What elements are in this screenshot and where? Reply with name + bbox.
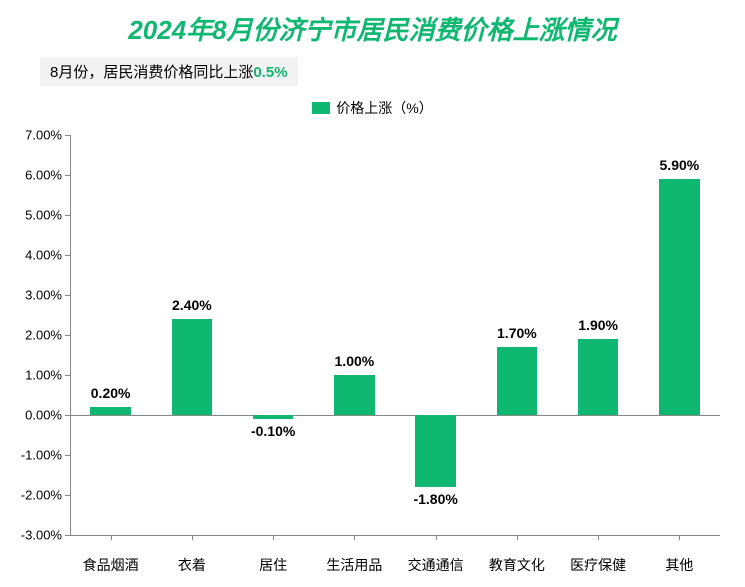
x-tick-label: 教育文化 <box>489 555 545 575</box>
bar <box>334 375 375 415</box>
chart-plot-area: -3.00%-2.00%-1.00%0.00%1.00%2.00%3.00%4.… <box>70 135 720 535</box>
y-tick-label: 5.00% <box>25 208 62 223</box>
bar <box>578 339 619 415</box>
y-tick-mark <box>65 255 70 256</box>
x-tick-label: 医疗保健 <box>570 555 626 575</box>
bar-value-label: 1.00% <box>335 353 375 369</box>
y-tick-mark <box>65 335 70 336</box>
subtitle: 8月份，居民消费价格同比上涨0.5% <box>40 57 298 86</box>
y-tick-label: 3.00% <box>25 288 62 303</box>
legend: 价格上涨（%） <box>0 98 745 118</box>
y-tick-mark <box>65 215 70 216</box>
bar-value-label: 1.70% <box>497 325 537 341</box>
bar-value-label: 1.90% <box>578 317 618 333</box>
bar <box>497 347 538 415</box>
y-tick-label: -3.00% <box>21 528 62 543</box>
x-tick-label: 居住 <box>259 555 287 575</box>
y-tick-mark <box>65 295 70 296</box>
subtitle-accent: 0.5% <box>253 64 287 81</box>
y-tick-label: -1.00% <box>21 448 62 463</box>
bar-value-label: -1.80% <box>413 491 457 507</box>
bar <box>90 407 131 415</box>
bar <box>415 415 456 487</box>
subtitle-prefix: 8月份，居民消费价格同比上涨 <box>50 64 253 81</box>
bar-value-label: 2.40% <box>172 297 212 313</box>
legend-label: 价格上涨（%） <box>336 100 432 116</box>
y-axis-line <box>70 135 71 535</box>
legend-swatch <box>312 102 330 114</box>
chart-title: 2024年8月份济宁市居民消费价格上涨情况 <box>0 0 745 47</box>
bar <box>172 319 213 415</box>
y-tick-label: 4.00% <box>25 248 62 263</box>
x-axis-line <box>70 535 720 536</box>
y-tick-label: 1.00% <box>25 368 62 383</box>
bar <box>659 179 700 415</box>
bar-value-label: 5.90% <box>660 157 700 173</box>
x-tick-label: 交通通信 <box>408 555 464 575</box>
x-tick-label: 生活用品 <box>326 555 382 575</box>
y-tick-label: -2.00% <box>21 488 62 503</box>
bar-value-label: 0.20% <box>91 385 131 401</box>
y-tick-label: 2.00% <box>25 328 62 343</box>
x-tick-label: 其他 <box>665 555 693 575</box>
y-tick-label: 0.00% <box>25 408 62 423</box>
y-tick-mark <box>65 135 70 136</box>
bar <box>253 415 294 419</box>
y-tick-mark <box>65 375 70 376</box>
zero-line <box>70 415 720 416</box>
y-tick-label: 6.00% <box>25 168 62 183</box>
x-tick-label: 衣着 <box>178 555 206 575</box>
y-tick-mark <box>65 455 70 456</box>
y-tick-label: 7.00% <box>25 128 62 143</box>
bar-value-label: -0.10% <box>251 423 295 439</box>
y-tick-mark <box>65 495 70 496</box>
y-tick-mark <box>65 175 70 176</box>
x-tick-label: 食品烟酒 <box>83 555 139 575</box>
